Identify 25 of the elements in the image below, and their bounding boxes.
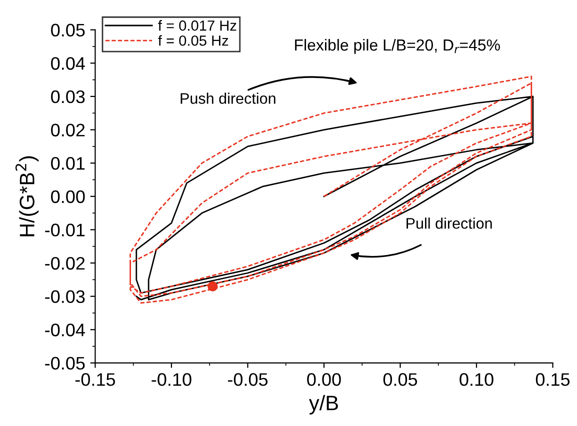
y-tick-label: 0.05 bbox=[51, 24, 85, 37]
y-axis-title: H/(G*B$^{2}$) bbox=[15, 156, 39, 236]
x-tick-label: 0.05 bbox=[383, 373, 418, 386]
annotation: Push direction bbox=[180, 92, 276, 104]
x-tick-label: 0.00 bbox=[307, 373, 341, 386]
y-tick-label: 0.04 bbox=[51, 57, 85, 70]
annotation: Flexible pile L/B=20, D$_{r}$=45% bbox=[295, 38, 500, 54]
y-tick-label: 0.00 bbox=[51, 190, 85, 204]
y-tick-label: 0.01 bbox=[51, 157, 85, 170]
x-tick-label: 0.10 bbox=[460, 373, 494, 386]
annotation: Pull direction bbox=[406, 218, 492, 229]
legend-label: f = 0.017 Hz bbox=[158, 20, 236, 31]
y-tick-label: -0.01 bbox=[45, 224, 85, 236]
y-tick-label: -0.03 bbox=[45, 290, 85, 304]
x-tick-label: 0.15 bbox=[536, 373, 570, 386]
x-axis-title: y/B bbox=[308, 395, 338, 414]
y-tick-label: -0.05 bbox=[45, 356, 85, 370]
y-tick-label: -0.04 bbox=[45, 324, 85, 336]
x-tick-label: -0.05 bbox=[228, 373, 268, 386]
legend-label: f = 0.05 Hz bbox=[158, 35, 228, 46]
y-tick-label: 0.02 bbox=[51, 124, 85, 136]
y-tick-label: 0.03 bbox=[51, 90, 85, 104]
x-tick-label: -0.10 bbox=[152, 373, 192, 386]
y-tick-label: -0.02 bbox=[45, 256, 85, 270]
x-tick-label: -0.15 bbox=[75, 373, 116, 386]
